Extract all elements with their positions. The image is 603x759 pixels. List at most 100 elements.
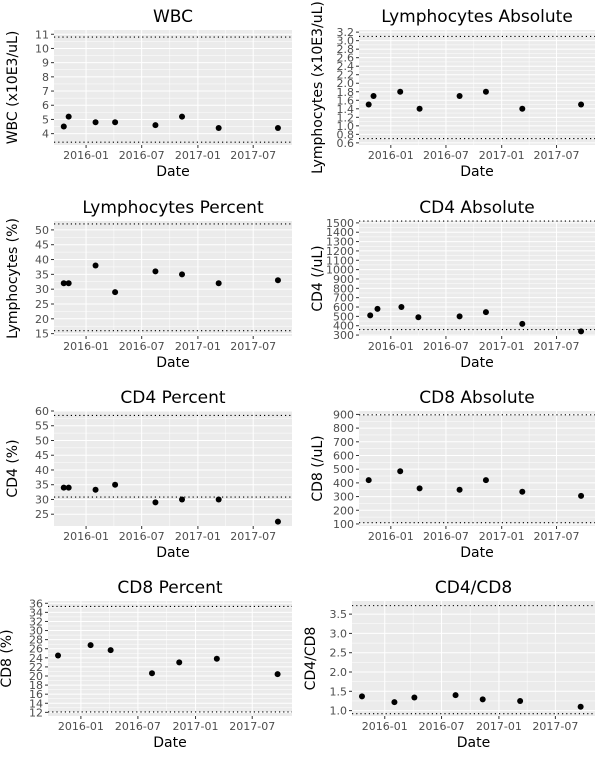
y-tick-label: 12 — [29, 706, 43, 719]
chart-panel-2: 0.60.81.01.21.41.61.82.02.22.42.62.83.03… — [310, 1, 595, 180]
y-tick-label: 35 — [35, 268, 49, 281]
data-point — [482, 88, 489, 95]
data-point — [456, 313, 463, 320]
y-tick-label: 16 — [29, 688, 43, 701]
x-tick-label: 2016-01 — [362, 720, 408, 733]
y-tick-label: 0.8 — [337, 128, 355, 141]
y-tick-label: 600 — [333, 449, 354, 462]
data-point — [274, 277, 281, 284]
y-tick-label: 1000 — [326, 264, 354, 277]
panel-background — [54, 221, 292, 336]
x-axis-title: Date — [156, 164, 189, 180]
y-tick-label: 34 — [29, 606, 43, 619]
y-tick-label: 28 — [29, 634, 43, 647]
data-point — [517, 697, 524, 704]
data-point — [213, 655, 220, 662]
data-point — [519, 488, 526, 495]
y-tick-label: 3.2 — [337, 26, 355, 39]
x-tick-label: 2016-07 — [423, 149, 469, 162]
data-point — [456, 486, 463, 493]
x-tick-label: 2017-01 — [476, 720, 522, 733]
y-tick-label: 20 — [35, 313, 49, 326]
x-tick-label: 2017-07 — [230, 149, 276, 162]
x-tick-label: 2016-07 — [419, 720, 465, 733]
data-point — [152, 499, 159, 506]
y-axis-title: CD4 (/uL) — [310, 245, 326, 311]
x-tick-label: 2016-07 — [119, 149, 165, 162]
x-tick-label: 2016-01 — [63, 530, 109, 543]
data-point — [370, 93, 377, 100]
x-axis-title: Date — [156, 355, 189, 371]
data-point — [60, 280, 67, 287]
data-point — [107, 647, 114, 654]
y-tick-label: 10 — [35, 42, 49, 55]
data-point — [176, 659, 183, 666]
data-point — [112, 289, 119, 296]
y-tick-label: 1.5 — [330, 685, 348, 698]
data-point — [112, 481, 119, 488]
panel-background — [352, 601, 595, 716]
data-point — [179, 496, 186, 503]
y-axis-title: Lymphocytes (%) — [5, 218, 21, 339]
y-tick-label: 2.4 — [337, 60, 355, 73]
x-tick-label: 2017-01 — [175, 530, 221, 543]
data-point — [398, 304, 405, 311]
panel-background — [54, 411, 292, 526]
y-tick-label: 800 — [333, 422, 354, 435]
y-tick-label: 1.0 — [330, 705, 348, 718]
data-point — [479, 696, 486, 703]
y-tick-label: 20 — [29, 670, 43, 683]
data-point — [416, 485, 423, 492]
y-tick-label: 700 — [333, 436, 354, 449]
y-tick-label: 60 — [35, 405, 49, 418]
chart-panel-4: 3004005006007008009001000110012001300140… — [310, 198, 595, 371]
data-point — [578, 492, 585, 499]
y-axis-title: Lymphocytes (x10E3/uL) — [310, 1, 326, 174]
data-point — [274, 671, 281, 678]
y-tick-label: 15 — [35, 328, 49, 341]
data-point — [391, 699, 398, 706]
data-point — [92, 486, 99, 493]
y-tick-label: 400 — [333, 320, 354, 333]
data-point — [65, 113, 72, 120]
y-tick-label: 55 — [35, 420, 49, 433]
data-point — [416, 105, 423, 112]
panel-title: Lymphocytes Percent — [82, 198, 264, 218]
panel-title: CD4 Percent — [120, 388, 225, 408]
data-point — [215, 124, 222, 131]
data-point — [152, 122, 159, 129]
y-tick-label: 25 — [35, 298, 49, 311]
y-tick-label: 30 — [29, 625, 43, 638]
y-tick-label: 32 — [29, 615, 43, 628]
panel-background — [54, 30, 292, 145]
data-point — [92, 262, 99, 269]
x-tick-label: 2017-01 — [173, 720, 219, 733]
chart-panel-8: 1.0 1.5 2.0 2.5 3.0 3.5 2016-01 2016-07 2017-01 2… — [303, 578, 595, 751]
x-tick-label: 2016-07 — [115, 720, 161, 733]
x-tick-label: 2017-01 — [479, 530, 525, 543]
data-point — [60, 123, 67, 130]
panel-background — [359, 411, 595, 526]
y-tick-label: 5 — [42, 113, 49, 126]
data-point — [112, 119, 119, 126]
data-point — [65, 484, 72, 491]
data-point — [578, 101, 585, 108]
y-tick-label: 1100 — [326, 254, 354, 267]
panel-title: Lymphocytes Absolute — [381, 7, 573, 27]
panel-title: CD8 Absolute — [419, 388, 534, 408]
y-tick-label: 500 — [333, 310, 354, 323]
data-point — [179, 271, 186, 278]
data-point — [65, 280, 72, 287]
y-tick-label: 2.0 — [330, 666, 348, 679]
y-tick-label: 1.2 — [337, 111, 355, 124]
y-tick-label: 40 — [35, 464, 49, 477]
y-tick-label: 4 — [42, 128, 49, 141]
y-axis-title: CD8 (%) — [0, 629, 15, 687]
data-point — [274, 124, 281, 131]
data-point — [482, 477, 489, 484]
x-axis-title: Date — [153, 735, 186, 751]
y-tick-label: 25 — [35, 508, 49, 521]
